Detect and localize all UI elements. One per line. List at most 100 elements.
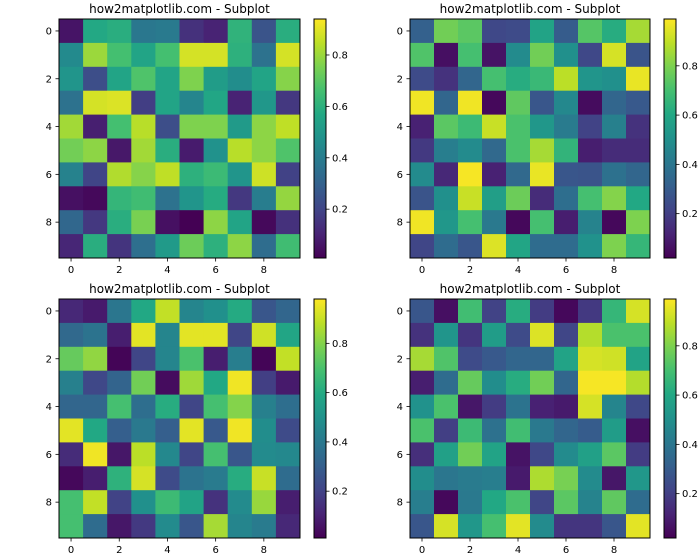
heatmap-cell <box>578 346 603 372</box>
heatmap-cell <box>602 466 627 491</box>
heatmap-cell <box>506 370 531 395</box>
heatmap-cell <box>107 442 132 467</box>
heatmap-cell <box>530 19 555 44</box>
x-axis: 0 2 4 6 8 <box>419 538 617 556</box>
heatmap-cells <box>410 19 651 259</box>
heatmap-cell <box>155 346 180 372</box>
heatmap-cell <box>626 322 651 348</box>
heatmap-cell <box>482 299 507 324</box>
heatmap-cell <box>107 322 132 348</box>
y-tick-label: 0 <box>46 306 52 317</box>
heatmap-cell <box>602 322 627 348</box>
heatmap-cell <box>107 114 132 139</box>
heatmap-cell <box>83 90 108 115</box>
heatmap-cell <box>203 138 229 163</box>
heatmap-cell <box>203 210 229 235</box>
heatmap-cell <box>59 514 84 539</box>
heatmap-cell <box>227 186 253 211</box>
heatmap-cell <box>578 90 603 115</box>
heatmap-cell <box>410 90 435 115</box>
heatmap-cell <box>131 299 156 324</box>
y-axis: 0 2 4 6 8 <box>46 306 59 509</box>
heatmap-cell <box>482 210 507 235</box>
heatmap-cell <box>107 346 132 372</box>
heatmap-cell <box>410 114 435 139</box>
heatmap-cell <box>506 466 531 491</box>
heatmap-cell <box>626 162 651 187</box>
heatmap-cell <box>107 234 132 259</box>
heatmap-cell <box>275 322 301 348</box>
heatmap-cell <box>434 210 459 235</box>
heatmap-cell <box>251 466 277 491</box>
x-tick-label: 6 <box>212 265 218 276</box>
x-tick-label: 0 <box>68 265 74 276</box>
heatmap-cell <box>131 162 156 187</box>
heatmap-cell <box>554 322 579 348</box>
subplot-title: how2matplotlib.com - Subplot <box>440 2 621 16</box>
colorbar-tick-label: 0.8 <box>682 341 698 352</box>
heatmap-cell <box>179 162 204 187</box>
heatmap-cell <box>179 370 204 395</box>
heatmap-cell <box>434 186 459 211</box>
heatmap-cell <box>275 42 301 68</box>
y-tick-label: 0 <box>46 26 52 37</box>
x-tick-label: 2 <box>467 265 473 276</box>
heatmap-cell <box>155 234 180 259</box>
heatmap-cell <box>227 234 253 259</box>
heatmap-cell <box>179 299 204 324</box>
heatmap-cell <box>131 19 156 44</box>
heatmap-cell <box>275 442 301 467</box>
heatmap-cell <box>602 162 627 187</box>
heatmap-cells <box>59 19 301 259</box>
heatmap-cell <box>410 370 435 395</box>
heatmap-cell <box>107 370 132 395</box>
heatmap-cell <box>131 234 156 259</box>
heatmap-cell <box>530 394 555 419</box>
heatmap-cell <box>155 418 180 443</box>
heatmap-cell <box>602 394 627 419</box>
heatmap-cell <box>227 490 253 515</box>
heatmap-cell <box>107 162 132 187</box>
colorbar-tick-label: 0.8 <box>332 339 348 350</box>
heatmap-cell <box>83 114 108 139</box>
heatmap-cell <box>83 466 108 491</box>
heatmap-cell <box>275 234 301 259</box>
heatmap-cell <box>203 162 229 187</box>
heatmap-cell <box>482 370 507 395</box>
heatmap-cell <box>227 42 253 68</box>
heatmap-cell <box>482 514 507 539</box>
x-tick-label: 2 <box>116 545 122 556</box>
y-tick-label: 6 <box>397 450 403 461</box>
heatmap-cells <box>410 299 651 539</box>
heatmap-cell <box>458 66 483 92</box>
heatmap-cell <box>107 66 132 92</box>
heatmap-cell <box>554 66 579 92</box>
heatmap-cell <box>227 418 253 443</box>
heatmap-cell <box>530 90 555 115</box>
heatmap-cell <box>179 346 204 372</box>
heatmap-cell <box>203 234 229 259</box>
heatmap-cell <box>203 442 229 467</box>
heatmap-cell <box>554 299 579 324</box>
heatmap-cell <box>131 66 156 92</box>
colorbar-tick-label: 0.4 <box>682 440 698 451</box>
heatmap-cell <box>251 90 277 115</box>
heatmap-cell <box>434 394 459 419</box>
heatmap-cell <box>506 514 531 539</box>
heatmap-cell <box>179 90 204 115</box>
colorbar-tick-label: 0.6 <box>682 111 698 122</box>
x-tick-label: 6 <box>212 545 218 556</box>
heatmap-cell <box>530 162 555 187</box>
heatmap-cell <box>107 466 132 491</box>
colorbar: 0.2 0.4 0.6 0.8 <box>663 18 698 259</box>
heatmap-cell <box>410 19 435 44</box>
heatmap-cell <box>602 66 627 92</box>
heatmap-cell <box>458 114 483 139</box>
heatmap-cell <box>626 442 651 467</box>
colorbar-tick-label: 0.8 <box>332 50 348 61</box>
heatmap-cell <box>506 418 531 443</box>
colorbar-tick-label: 0.2 <box>332 205 348 216</box>
heatmap-cell <box>131 490 156 515</box>
heatmap-cell <box>155 210 180 235</box>
heatmap-cell <box>179 186 204 211</box>
